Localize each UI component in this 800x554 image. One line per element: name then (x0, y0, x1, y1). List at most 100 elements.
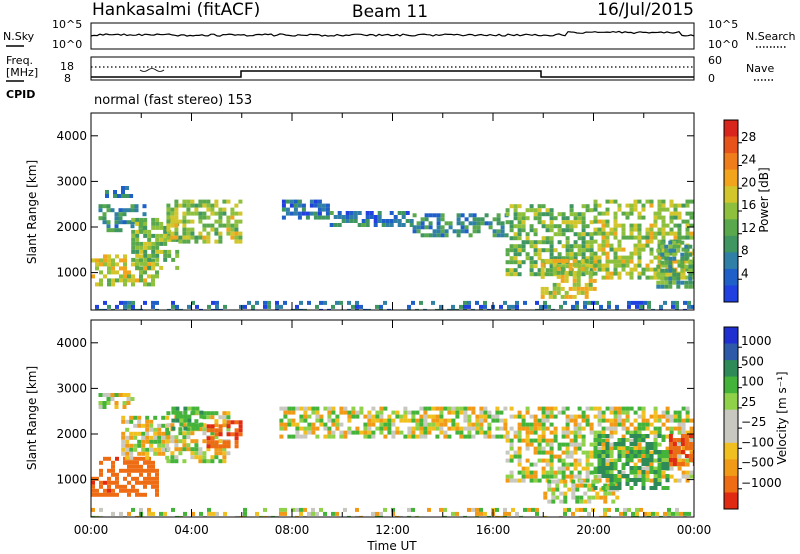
velocity-cell (571, 491, 576, 496)
power-cell (151, 261, 156, 266)
velocity-cell (183, 414, 188, 419)
power-cell (182, 231, 187, 236)
velocity-cell (174, 455, 179, 460)
power-cell (305, 215, 310, 220)
power-cell (629, 255, 634, 260)
power-cell (633, 243, 638, 248)
power-cell (484, 221, 489, 226)
power-cell (464, 229, 469, 234)
velocity-cell (657, 474, 662, 478)
velocity-cell (151, 480, 155, 485)
velocity-cell (195, 426, 200, 431)
power-cell (174, 235, 179, 240)
velocity-cell (419, 414, 424, 419)
power-cell (613, 231, 618, 236)
power-cell (103, 274, 107, 279)
velocity-cell (688, 458, 693, 462)
velocity-cell (629, 470, 634, 474)
power-cell (639, 308, 643, 310)
velocity-cell (471, 406, 476, 411)
velocity-cell (379, 511, 383, 516)
velocity-cell (359, 430, 364, 435)
power-cell (503, 300, 507, 305)
power-cell (365, 223, 370, 227)
velocity-cell (125, 455, 130, 460)
velocity-cell (573, 438, 578, 443)
velocity-cell (479, 426, 484, 431)
velocity-cell (125, 427, 130, 432)
velocity-cell (147, 472, 151, 477)
velocity-cell (226, 427, 231, 432)
power-cell (504, 233, 509, 238)
velocity-cell (661, 454, 666, 458)
velocity-cell (483, 418, 488, 423)
power-cell (664, 256, 669, 261)
power-cell (505, 208, 510, 213)
power-cell (673, 215, 678, 220)
velocity-cell (255, 511, 259, 516)
velocity-cell (95, 488, 99, 493)
power-cell (552, 290, 557, 295)
velocity-cell (669, 414, 674, 419)
velocity-cell (206, 415, 211, 420)
power-cell (545, 240, 550, 245)
velocity-cell (135, 515, 139, 517)
power-cell (509, 248, 514, 253)
velocity-cell (435, 414, 440, 419)
velocity-cell (355, 414, 360, 419)
velocity-cell (675, 511, 679, 516)
velocity-cell (129, 435, 134, 440)
velocity-cell (684, 454, 689, 458)
velocity-cell (157, 423, 162, 428)
power-cell (525, 208, 530, 213)
power-cell (190, 235, 195, 240)
power-cell (560, 266, 565, 271)
power-cell (577, 260, 582, 265)
velocity-cell (335, 414, 340, 419)
velocity-cell (585, 474, 590, 479)
velocity-cell (617, 406, 622, 411)
velocity-cell (503, 422, 508, 427)
power-cell (125, 194, 129, 198)
velocity-cell (263, 515, 267, 517)
power-cell (576, 262, 581, 267)
velocity-cell (565, 454, 570, 459)
velocity-cell (603, 499, 608, 504)
velocity-cell (529, 442, 534, 447)
power-cell (95, 266, 99, 271)
power-cell (416, 229, 421, 234)
power-cell (653, 223, 658, 228)
power-cell (521, 244, 526, 249)
velocity-cell (171, 410, 176, 415)
power-cell (609, 275, 614, 280)
power-cell (539, 308, 543, 310)
velocity-cell (439, 418, 444, 423)
power-cell (167, 308, 171, 310)
power-cell (601, 239, 606, 244)
velocity-cell (525, 434, 530, 439)
velocity-cell (541, 470, 546, 475)
velocity-cell (575, 483, 580, 488)
velocity-cell (579, 495, 584, 500)
colorbar-tick-label: 24 (741, 153, 756, 167)
power-cell (102, 216, 107, 221)
velocity-cell (613, 474, 618, 478)
velocity-cell (595, 479, 600, 484)
velocity-cell (637, 470, 642, 475)
velocity-cell (371, 422, 376, 427)
velocity-cell (537, 426, 542, 431)
velocity-cell (226, 432, 231, 437)
power-cell (347, 300, 351, 305)
power-cell (575, 300, 579, 305)
velocity-cell (613, 446, 618, 450)
power-cell (170, 215, 175, 220)
velocity-cell (202, 427, 207, 432)
power-cell (214, 199, 219, 204)
power-cell (460, 221, 465, 226)
velocity-cell (495, 515, 499, 517)
velocity-cell (529, 474, 534, 479)
velocity-cell (621, 410, 626, 415)
velocity-cell (295, 515, 299, 517)
power-cell (195, 304, 199, 309)
velocity-cell (114, 401, 119, 405)
